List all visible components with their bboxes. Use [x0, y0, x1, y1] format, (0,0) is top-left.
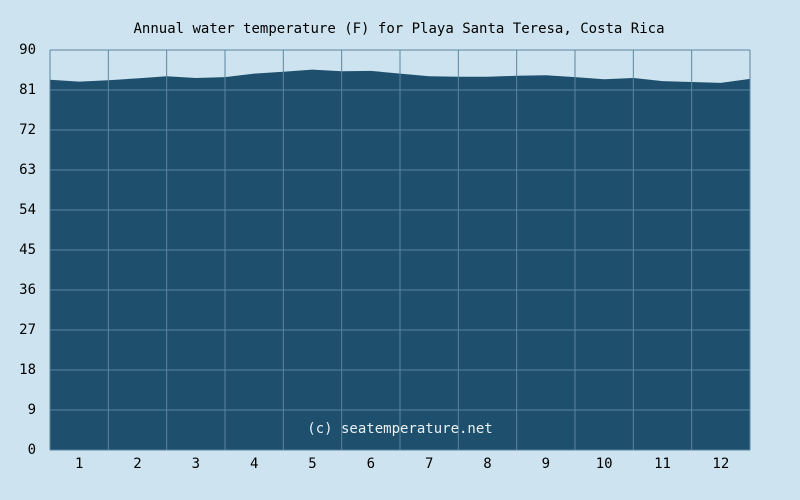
y-tick-label: 9 — [28, 402, 36, 418]
y-tick-label: 36 — [19, 282, 36, 298]
x-tick-label: 9 — [542, 456, 550, 472]
chart-title: Annual water temperature (F) for Playa S… — [133, 21, 664, 37]
x-tick-label: 10 — [596, 456, 613, 472]
x-tick-label: 7 — [425, 456, 433, 472]
y-tick-label: 72 — [19, 122, 36, 138]
x-tick-label: 8 — [483, 456, 491, 472]
watermark-text: (c) seatemperature.net — [307, 421, 492, 437]
y-tick-label: 18 — [19, 362, 36, 378]
x-tick-label: 3 — [192, 456, 200, 472]
x-tick-label: 1 — [75, 456, 83, 472]
x-tick-label: 5 — [308, 456, 316, 472]
y-tick-label: 54 — [19, 202, 36, 218]
y-tick-label: 27 — [19, 322, 36, 338]
x-tick-label: 2 — [133, 456, 141, 472]
x-axis-ticks: 1 2 3 4 5 6 7 8 9 10 11 12 — [75, 456, 729, 472]
y-axis-ticks: 0 9 18 27 36 45 54 63 72 81 90 — [19, 42, 36, 458]
y-tick-label: 90 — [19, 42, 36, 58]
y-tick-label: 63 — [19, 162, 36, 178]
x-tick-label: 11 — [654, 456, 671, 472]
x-tick-label: 12 — [712, 456, 729, 472]
x-tick-label: 6 — [367, 456, 375, 472]
grid-lines — [49, 49, 751, 451]
y-tick-label: 0 — [28, 442, 36, 458]
y-tick-label: 81 — [19, 82, 36, 98]
y-tick-label: 45 — [19, 242, 36, 258]
x-tick-label: 4 — [250, 456, 258, 472]
